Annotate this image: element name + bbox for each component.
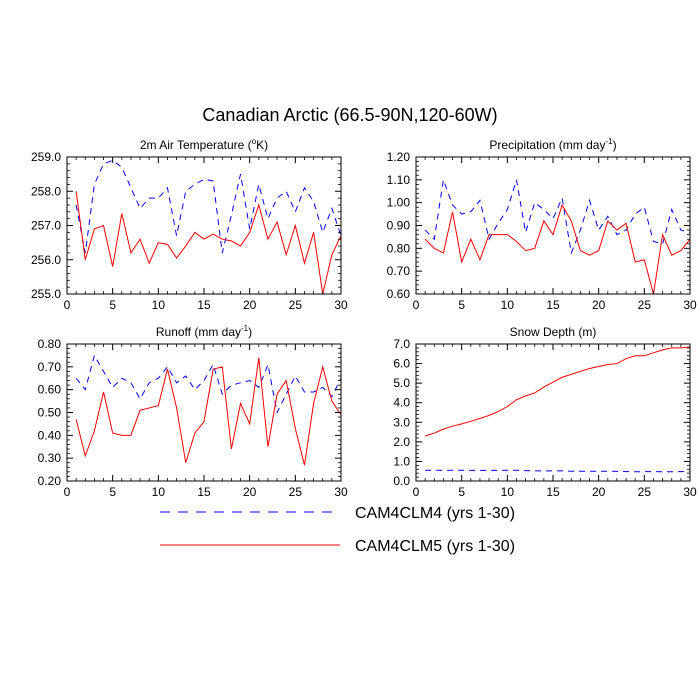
x-tick-label: 0 [64,485,71,499]
panel-title-runoff: Runoff (mm day-1) [156,324,252,339]
panel-title-superscript: -1 [605,137,613,146]
panel-title-text-after: K) [256,138,268,152]
y-tick-label: 0.70 [38,360,62,374]
y-tick-label: 2.0 [393,435,410,449]
legend-label-cam4clm5: CAM4CLM5 (yrs 1-30) [355,538,515,555]
x-tick-label: 10 [501,485,515,499]
series-line-cam4clm5 [75,357,341,466]
y-tick-label: 0.90 [387,219,411,233]
x-tick-label: 25 [638,485,652,499]
x-tick-label: 30 [683,298,697,312]
y-tick-label: 0.20 [38,474,62,488]
panel-title-superscript: o [252,137,257,146]
panel-title-temp: 2m Air Temperature (oK) [140,137,268,152]
x-tick-label: 20 [592,298,606,312]
y-tick-label: 0.40 [38,428,62,442]
panel-title-text: Snow Depth (m) [510,325,597,339]
y-tick-label: 0.60 [387,287,411,301]
x-tick-label: 30 [334,298,348,312]
y-tick-label: 258.0 [31,184,61,198]
legend: CAM4CLM4 (yrs 1-30) CAM4CLM5 (yrs 1-30) [160,505,515,555]
panel-runoff: Runoff (mm day-1) 0 5 10 15 20 25 30 0.20 0.30 0.4… [38,324,348,499]
x-tick-label: 20 [592,485,606,499]
x-tick-label: 15 [197,298,211,312]
panel-snow: Snow Depth (m) 0 5 10 15 20 25 30 0.0 1.0 2.0 3.0 4.… [393,325,697,499]
series-line-cam4clm5 [424,203,690,294]
series-line-cam4clm4 [75,159,341,254]
series-line-cam4clm4 [425,469,690,473]
y-tick-label: 1.10 [387,173,411,187]
series-line-cam4clm4 [424,179,690,255]
x-tick-label: 30 [683,485,697,499]
y-tick-label: 5.0 [393,376,410,390]
panel-title-text: 2m Air Temperature ( [140,138,252,152]
y-tick-label: 6.0 [393,357,410,371]
x-tick-label: 5 [109,485,116,499]
y-tick-label: 255.0 [31,287,61,301]
figure-title: Canadian Arctic (66.5-90N,120-60W) [202,105,497,125]
panels: 2m Air Temperature (oK)0 5 10 15 20 25 30255.0… [31,137,697,499]
x-tick-label: 15 [546,485,560,499]
x-tick-label: 30 [334,485,348,499]
y-tick-label: 3.0 [393,415,410,429]
panel-title-text-after: ) [613,138,617,152]
x-tick-label: 10 [501,298,515,312]
y-tick-label: 0.80 [38,337,62,351]
x-tick-label: 20 [243,485,257,499]
y-tick-label: 0.50 [38,406,62,420]
panel-title-snow: Snow Depth (m) [510,325,597,339]
panel-title-text: Precipitation (mm day [489,138,605,152]
x-tick-label: 25 [289,485,303,499]
y-tick-label: 0.0 [393,474,410,488]
x-tick-label: 5 [109,298,116,312]
x-tick-label: 0 [413,485,420,499]
x-tick-label: 5 [458,298,465,312]
panel-title-text: Runoff (mm day [156,325,241,339]
y-tick-label: 0.30 [38,451,62,465]
legend-label-cam4clm4: CAM4CLM4 (yrs 1-30) [355,505,515,522]
panel-precip: Precipitation (mm day-1) 0 5 10 15 20 25 30 0.60… [387,137,697,312]
x-tick-label: 25 [638,298,652,312]
x-tick-label: 5 [458,485,465,499]
y-tick-label: 0.60 [38,383,62,397]
x-tick-label: 15 [197,485,211,499]
y-tick-label: 1.0 [393,454,410,468]
x-tick-label: 25 [289,298,303,312]
y-tick-label: 257.0 [31,219,61,233]
panel-title-precip: Precipitation (mm day-1) [489,137,616,152]
panel-temp: 2m Air Temperature (oK) 0 5 10 15 20 25 30 255.0… [31,137,348,312]
series-line-cam4clm5 [75,191,341,294]
y-tick-label: 1.20 [387,150,411,164]
y-tick-label: 1.00 [387,196,411,210]
y-tick-label: 4.0 [393,396,410,410]
y-tick-label: 0.70 [387,264,411,278]
y-tick-label: 0.80 [387,241,411,255]
x-tick-label: 0 [413,298,420,312]
x-tick-label: 10 [152,485,166,499]
y-tick-label: 256.0 [31,253,61,267]
x-tick-label: 0 [64,298,71,312]
series-line-cam4clm5 [424,346,690,437]
series-line-cam4clm4 [75,354,341,415]
panel-title-text-after: ) [248,325,252,339]
panel-title-superscript: -1 [241,324,249,333]
y-tick-label: 259.0 [31,150,61,164]
y-tick-label: 7.0 [393,337,410,351]
x-tick-label: 15 [546,298,560,312]
x-tick-label: 20 [243,298,257,312]
x-tick-label: 10 [152,298,166,312]
